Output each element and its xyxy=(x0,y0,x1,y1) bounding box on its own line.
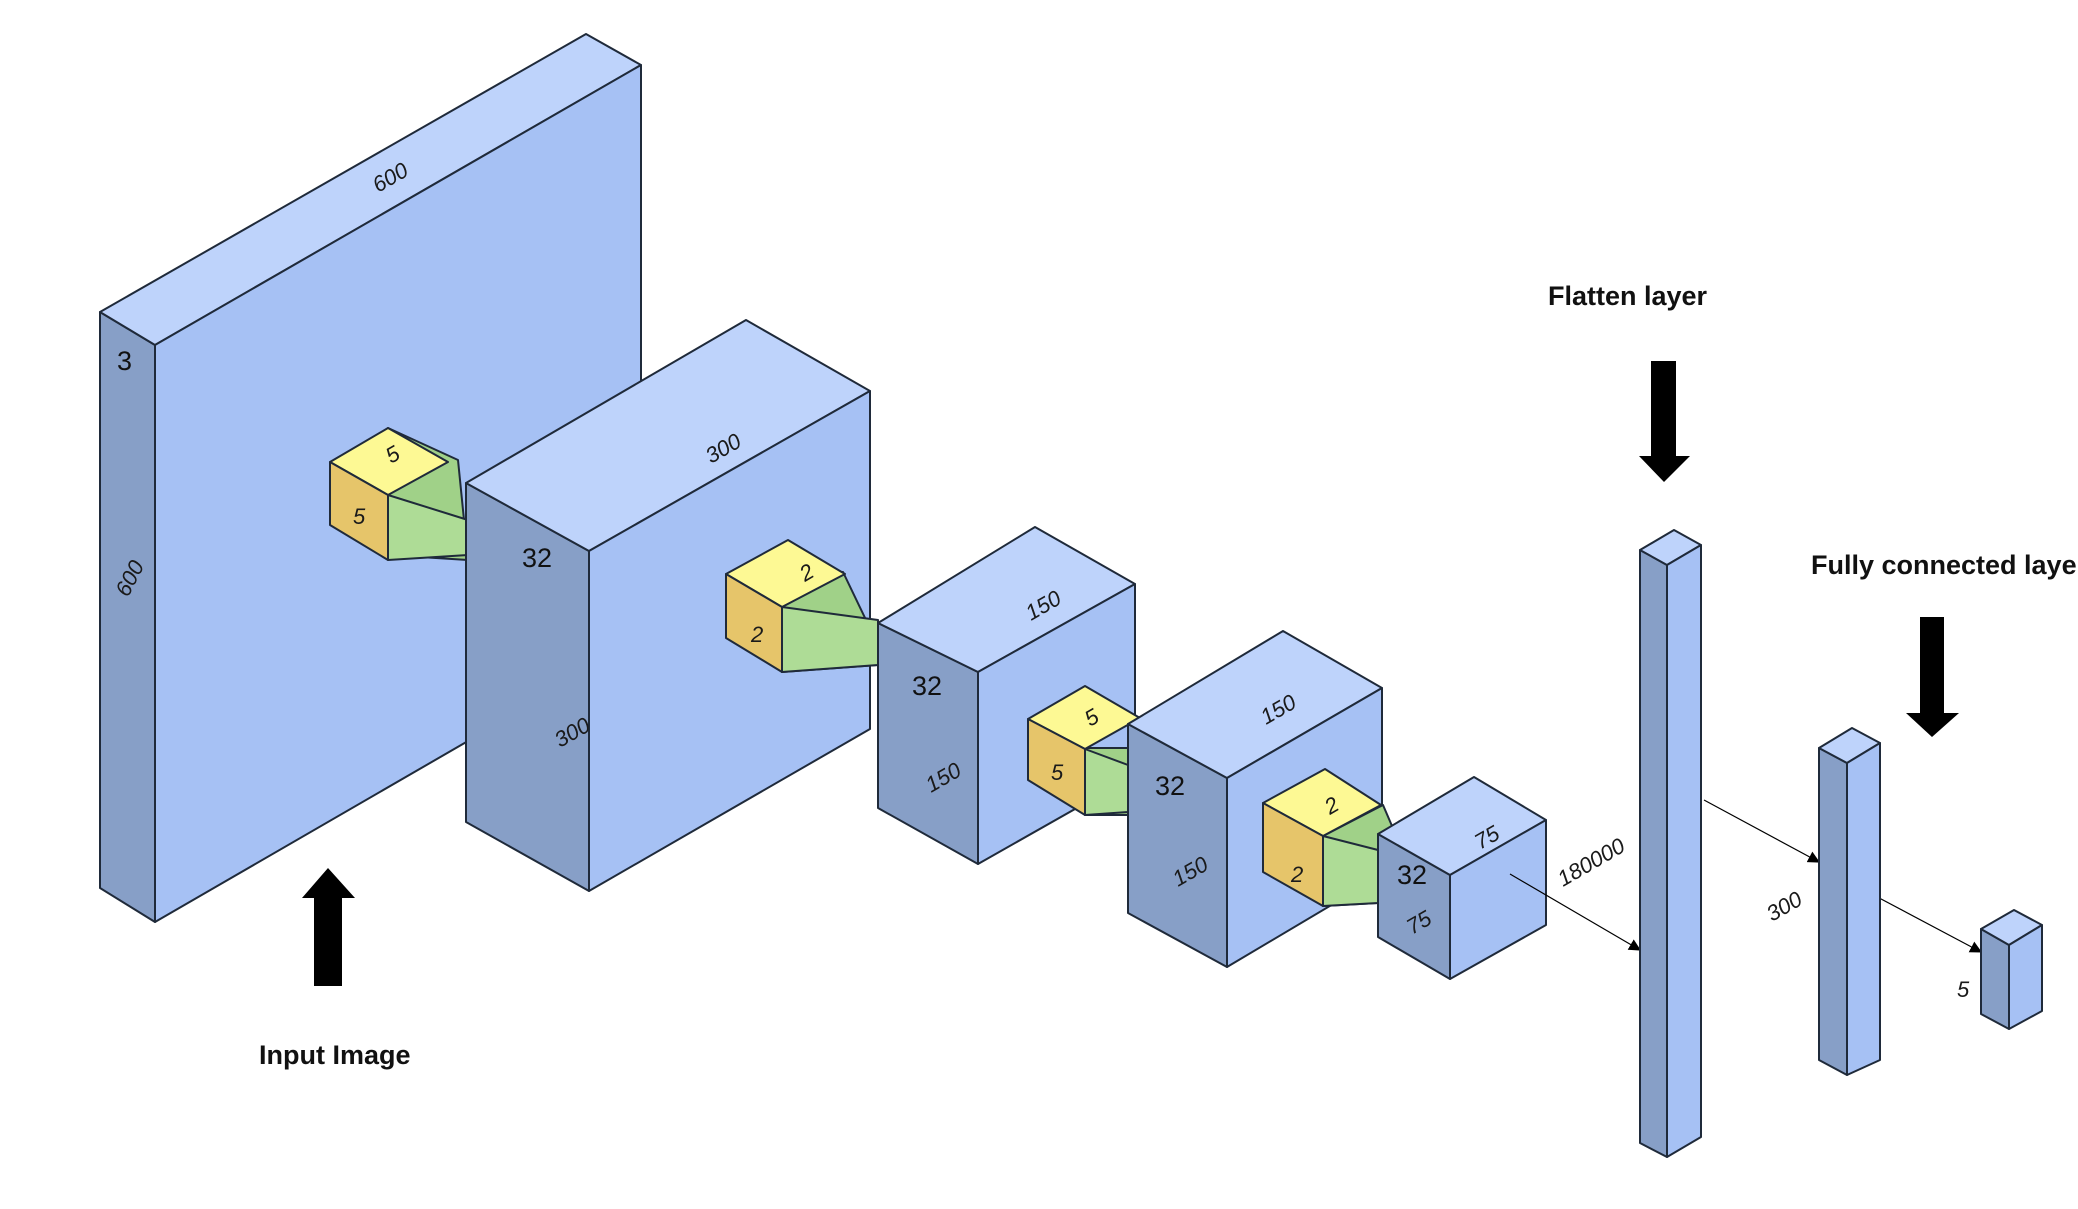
kernel-1: 5 5 xyxy=(329,427,469,561)
kernel-2: 2 2 xyxy=(725,539,879,673)
pool2-layer-box: 32 75 75 xyxy=(1377,776,1547,980)
input-layer-side-face xyxy=(99,311,156,923)
fc-layer-size-label: 300 xyxy=(1762,886,1807,926)
input-image-caption: Input Image xyxy=(259,1040,411,1070)
kernel-4: 2 2 xyxy=(1262,768,1393,907)
pool2-to-flatten-arrow xyxy=(1509,873,1642,951)
input-image-up-arrow xyxy=(302,868,355,986)
flatten-layer-front-face xyxy=(1666,544,1702,1158)
fc-layer-front-face xyxy=(1846,742,1881,1076)
flatten-layer-box: 180000 xyxy=(1553,529,1702,1158)
fc-to-output-arrow xyxy=(1865,890,1983,953)
pool2-layer-front-face xyxy=(1449,819,1547,980)
output-layer-size-label: 5 xyxy=(1957,977,1970,1002)
kernel-3-side-label: 5 xyxy=(1051,760,1064,785)
kernel-2-side-label: 2 xyxy=(750,622,763,647)
fc-down-arrow xyxy=(1906,617,1959,737)
fully-connected-layer-caption: Fully connected layer xyxy=(1811,550,2078,580)
flatten-layer-size-label: 180000 xyxy=(1553,833,1630,892)
output-layer-box: 5 xyxy=(1957,909,2043,1030)
fc-layer-box: 300 xyxy=(1762,727,1881,1076)
flatten-to-fc-arrow xyxy=(1703,799,1821,863)
fc-layer-side-face xyxy=(1818,747,1848,1076)
kernel-1-side-label: 5 xyxy=(353,504,366,529)
flatten-down-arrow xyxy=(1639,361,1690,482)
output-layer-side-face xyxy=(1980,928,2010,1030)
flatten-layer-caption: Flatten layer xyxy=(1548,281,1708,311)
output-layer-front-face xyxy=(2008,924,2043,1030)
input-layer-depth-label: 3 xyxy=(117,346,132,376)
pool2-layer-depth-label: 32 xyxy=(1397,860,1427,890)
flatten-layer-side-face xyxy=(1639,549,1668,1158)
pool1-layer-depth-label: 32 xyxy=(912,671,942,701)
conv2-layer-depth-label: 32 xyxy=(1155,771,1185,801)
kernel-4-side-label: 2 xyxy=(1290,862,1303,887)
conv1-layer-depth-label: 32 xyxy=(522,543,552,573)
